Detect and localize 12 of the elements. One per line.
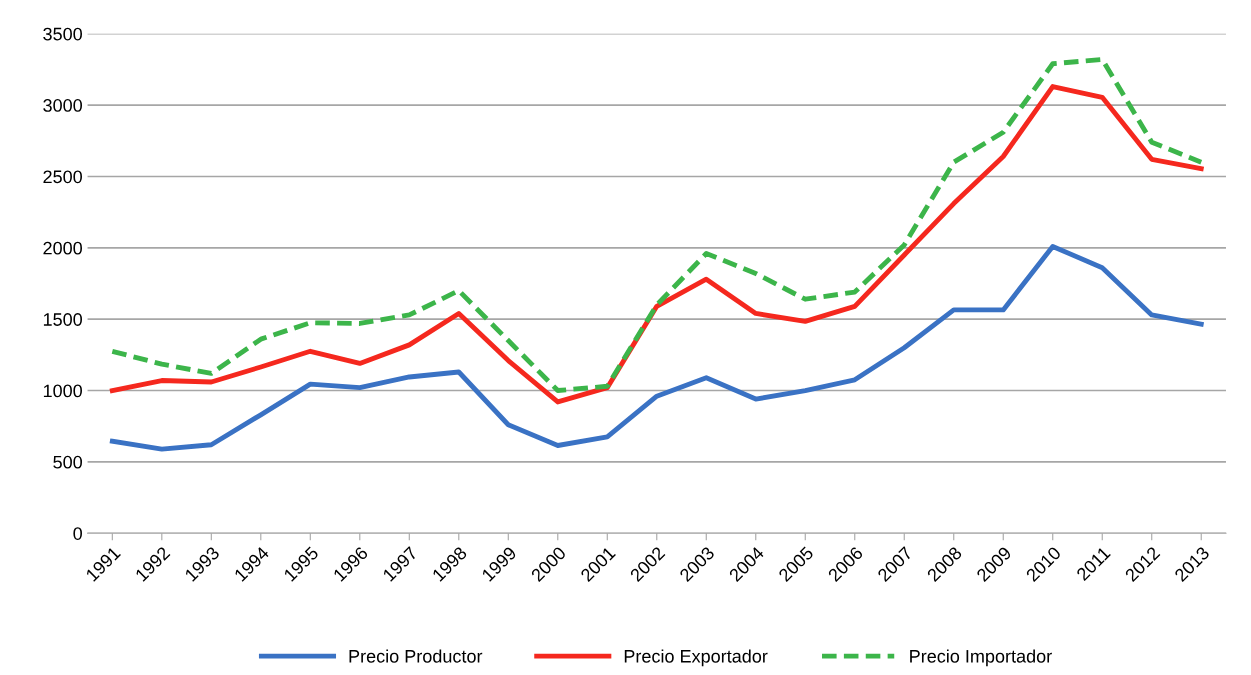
- legend-label: Precio Productor: [349, 649, 483, 663]
- y-tick-label: 1000: [43, 384, 83, 398]
- y-tick-label: 0: [73, 527, 82, 540]
- legend-label: Precio Exportador: [624, 649, 768, 667]
- line-series: [109, 243, 1204, 452]
- legend-label: Precio Importador: [910, 649, 1052, 667]
- y-tick-label: 500: [53, 455, 83, 469]
- y-tick-label: 1500: [43, 313, 83, 326]
- y-tick-label: 2000: [43, 241, 83, 255]
- y-tick-label: 3500: [43, 27, 83, 41]
- y-tick-label: 2500: [43, 170, 83, 184]
- y-tick-label: 3000: [43, 99, 83, 112]
